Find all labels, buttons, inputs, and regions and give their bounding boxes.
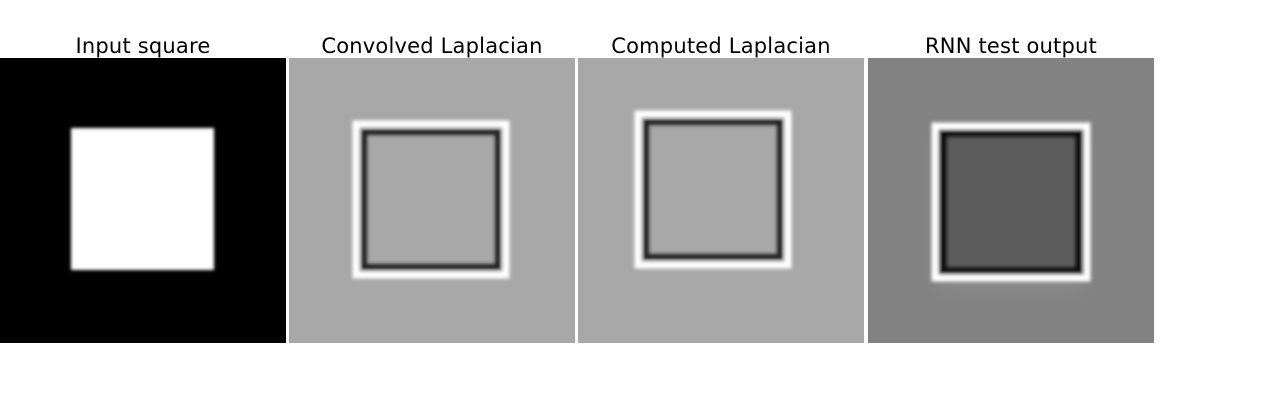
image-background xyxy=(578,58,864,343)
edge-response xyxy=(931,122,1091,282)
panel-title: RNN test output xyxy=(925,34,1097,58)
square-shape xyxy=(71,128,214,270)
square-interior xyxy=(939,130,1086,278)
panel-computed-laplacian: Computed Laplacian xyxy=(578,0,864,343)
panel-convolved-laplacian: Convolved Laplacian xyxy=(289,0,575,343)
computed-laplacian-graphic xyxy=(578,58,864,343)
convolved-laplacian-image xyxy=(289,58,575,343)
panel-title: Input square xyxy=(75,34,211,58)
panel-title: Computed Laplacian xyxy=(611,34,831,58)
input-square-graphic xyxy=(0,58,286,343)
panel-rnn-test-output: RNN test output xyxy=(868,0,1154,343)
panel-title: Convolved Laplacian xyxy=(321,34,543,58)
panel-input-square: Input square xyxy=(0,0,286,343)
image-background xyxy=(289,58,575,343)
rnn-test-output-graphic xyxy=(868,58,1154,343)
rnn-test-output-image xyxy=(868,58,1154,343)
convolved-laplacian-graphic xyxy=(289,58,575,343)
edge-response xyxy=(352,120,510,279)
input-square-image xyxy=(0,58,286,343)
computed-laplacian-image xyxy=(578,58,864,343)
edge-response xyxy=(634,110,792,269)
